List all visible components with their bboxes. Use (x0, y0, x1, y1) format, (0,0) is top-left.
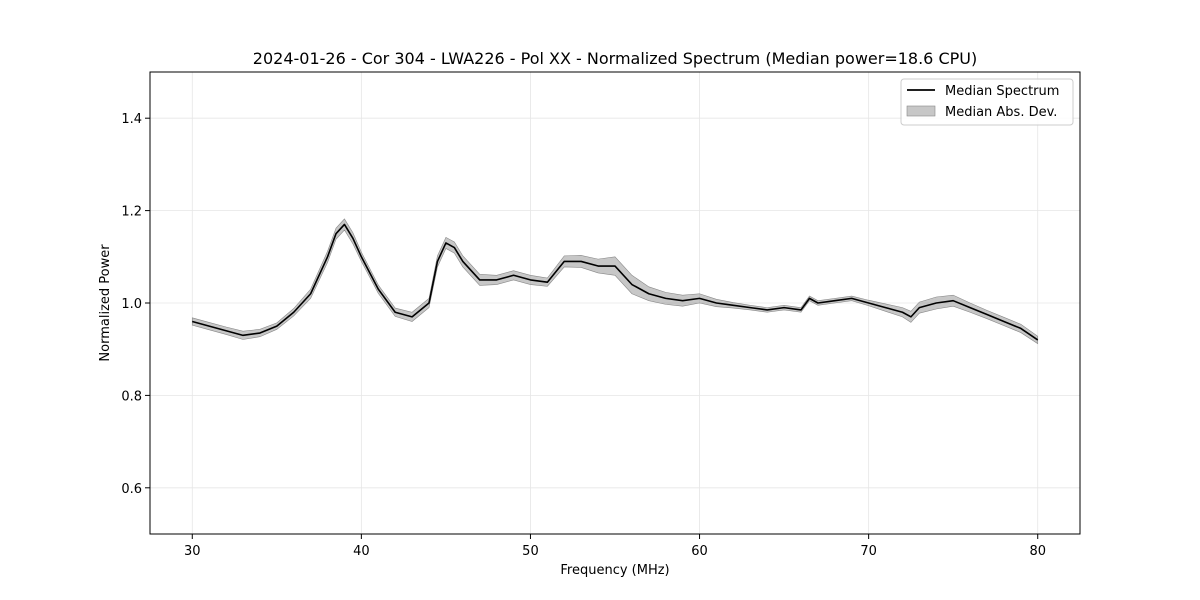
legend-band-swatch (906, 105, 936, 117)
x-tick-label: 60 (691, 544, 708, 559)
x-axis: 30 40 50 60 70 80 (184, 534, 1046, 559)
mad-band (191, 218, 1039, 345)
chart-title: 2024-01-26 - Cor 304 - LWA226 - Pol XX -… (253, 49, 977, 68)
y-tick-label: 1.2 (121, 205, 142, 220)
legend-box (900, 78, 1074, 126)
legend-label-mad: Median Abs. Dev. (945, 105, 1057, 120)
x-axis-label: Frequency (MHz) (560, 563, 669, 578)
x-tick-label: 30 (184, 544, 201, 559)
y-tick-label: 0.8 (121, 389, 142, 404)
y-axis: 0.6 0.8 1.0 1.2 1.4 (121, 112, 150, 497)
legend-label-median: Median Spectrum (945, 84, 1059, 99)
x-tick-label: 50 (522, 544, 539, 559)
y-tick-label: 0.6 (121, 482, 142, 497)
y-axis-label: Normalized Power (98, 244, 113, 362)
x-tick-label: 70 (860, 544, 877, 559)
y-tick-label: 1.0 (121, 297, 142, 312)
legend: Median Spectrum Median Abs. Dev. (900, 78, 1074, 126)
x-tick-label: 40 (353, 544, 370, 559)
x-tick-label: 80 (1029, 544, 1046, 559)
y-tick-label: 1.4 (121, 112, 142, 127)
median-spectrum-line (192, 223, 1039, 341)
